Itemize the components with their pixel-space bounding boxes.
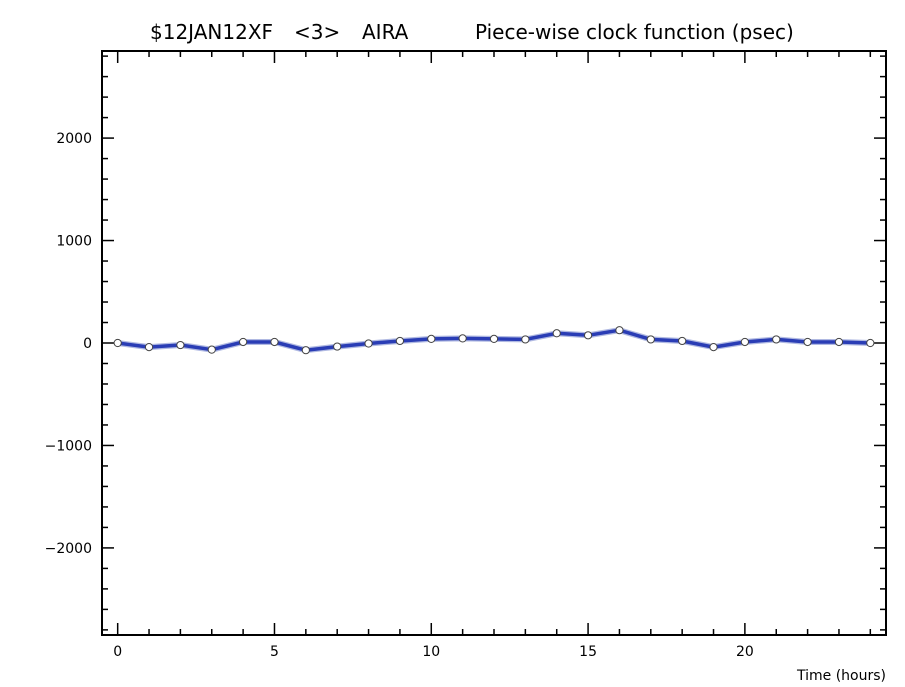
data-point (333, 342, 342, 351)
data-point (834, 337, 844, 347)
data-point (678, 336, 687, 346)
data-point (521, 335, 530, 344)
x-tick-label: 5 (270, 644, 279, 660)
x-axis-label: Time (hours) (796, 668, 886, 684)
data-point (427, 334, 436, 344)
axis-tick-labels: 0 5 10 15 20 −2000 −1000 0 1000 2000 (45, 131, 754, 660)
title-channel: <3> (294, 20, 340, 44)
data-point (144, 342, 154, 352)
title-experiment: $12JAN12XF (150, 20, 273, 44)
data-point (364, 339, 373, 348)
data-point (176, 340, 185, 350)
axis-ticks (102, 51, 886, 635)
data-point (866, 338, 875, 348)
data-point (583, 331, 593, 340)
x-tick-label: 0 (113, 644, 122, 660)
data-point (740, 337, 749, 347)
title-station: AIRA (362, 20, 409, 44)
data-point (646, 335, 655, 344)
data-point (458, 334, 467, 343)
data-point (113, 338, 122, 348)
points-layer (113, 326, 875, 355)
x-tick-label: 10 (422, 644, 440, 660)
y-tick-label: −1000 (45, 438, 92, 454)
data-point (239, 337, 248, 347)
y-tick-label: 0 (83, 336, 92, 352)
y-tick-label: −2000 (45, 541, 92, 557)
data-point (395, 336, 405, 346)
data-point (709, 342, 718, 352)
data-point (552, 329, 561, 338)
data-point (803, 337, 812, 347)
y-tick-label: 2000 (56, 131, 92, 147)
data-point (489, 334, 499, 344)
data-point (207, 345, 216, 354)
title-function: Piece-wise clock function (psec) (475, 20, 794, 44)
data-point (301, 346, 310, 355)
data-point (772, 335, 781, 344)
data-point (615, 326, 624, 335)
x-tick-label: 15 (579, 644, 597, 660)
data-point (270, 337, 279, 347)
x-tick-label: 20 (736, 644, 754, 660)
y-tick-label: 1000 (56, 234, 92, 250)
chart-title: $12JAN12XF <3> AIRA Piece-wise clock fun… (150, 20, 794, 44)
